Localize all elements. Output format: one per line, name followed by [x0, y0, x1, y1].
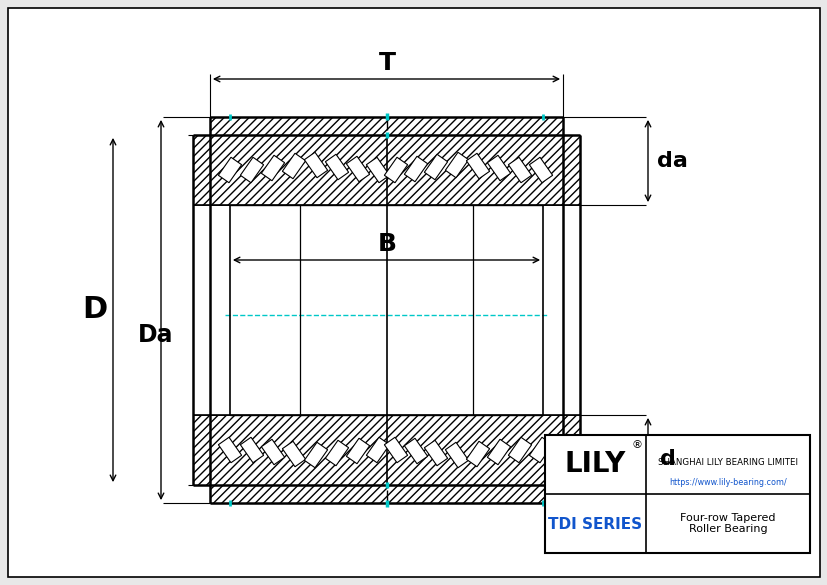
Polygon shape [384, 157, 407, 183]
Text: TDI SERIES: TDI SERIES [547, 517, 642, 532]
Polygon shape [445, 152, 468, 178]
Polygon shape [346, 156, 369, 182]
Polygon shape [466, 441, 489, 467]
Polygon shape [325, 441, 348, 466]
Polygon shape [282, 441, 305, 467]
Polygon shape [218, 437, 241, 463]
Polygon shape [366, 437, 390, 463]
Polygon shape [424, 154, 447, 180]
Polygon shape [487, 439, 510, 464]
Text: D: D [82, 295, 108, 325]
Polygon shape [466, 153, 489, 179]
Text: LILY: LILY [564, 450, 625, 479]
Polygon shape [261, 155, 284, 181]
Polygon shape [508, 157, 531, 183]
Polygon shape [304, 152, 327, 178]
Polygon shape [240, 157, 263, 183]
Polygon shape [210, 117, 562, 205]
Polygon shape [261, 439, 284, 464]
Polygon shape [528, 157, 552, 183]
Text: SHANGHAI LILY BEARING LIMITEI: SHANGHAI LILY BEARING LIMITEI [657, 457, 797, 467]
Polygon shape [218, 157, 241, 183]
Polygon shape [193, 415, 579, 485]
Polygon shape [384, 437, 407, 463]
Polygon shape [325, 154, 348, 180]
Polygon shape [282, 153, 305, 179]
Polygon shape [366, 157, 390, 183]
Polygon shape [304, 442, 327, 468]
Polygon shape [193, 135, 579, 205]
Text: Four-row Tapered
Roller Bearing: Four-row Tapered Roller Bearing [679, 512, 775, 534]
Text: Da: Da [138, 323, 174, 347]
Polygon shape [528, 437, 552, 463]
Text: https://www.lily-bearing.com/: https://www.lily-bearing.com/ [668, 478, 786, 487]
Text: B: B [377, 232, 396, 256]
Polygon shape [210, 415, 562, 503]
Polygon shape [240, 437, 263, 463]
Polygon shape [424, 441, 447, 466]
Text: d: d [659, 449, 675, 469]
Polygon shape [346, 438, 369, 464]
Polygon shape [404, 156, 427, 182]
Bar [544, 435, 809, 553]
Text: da: da [656, 151, 686, 171]
Polygon shape [404, 438, 427, 464]
Text: ®: ® [630, 441, 642, 450]
Polygon shape [487, 155, 510, 181]
Text: T: T [378, 51, 395, 75]
Polygon shape [445, 442, 468, 468]
Polygon shape [508, 437, 531, 463]
